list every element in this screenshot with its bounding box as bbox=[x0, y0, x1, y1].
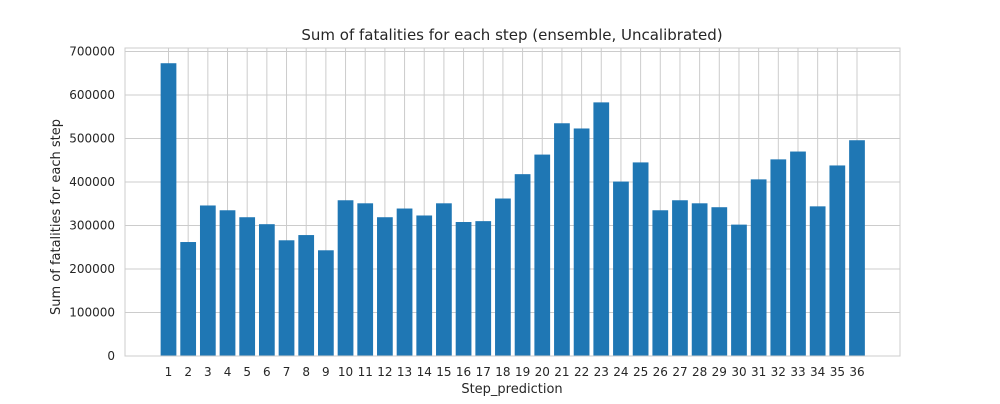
bar bbox=[219, 210, 236, 356]
bar bbox=[495, 198, 511, 356]
x-tick-label: 17 bbox=[476, 365, 491, 379]
bar bbox=[770, 159, 787, 356]
x-tick-labels: 1 2 3 4 5 6 7 8 9 10 11 12 13 14 15 16 17 18 19 20 21 22 23 24 2… bbox=[165, 365, 865, 379]
y-tick-label: 600000 bbox=[69, 88, 115, 102]
x-tick-label: 32 bbox=[771, 365, 786, 379]
x-tick-label: 35 bbox=[830, 365, 845, 379]
bar bbox=[672, 200, 688, 356]
bar bbox=[357, 203, 374, 356]
y-tick-label: 700000 bbox=[69, 44, 115, 58]
x-tick-label: 5 bbox=[243, 365, 251, 379]
x-tick-label: 14 bbox=[417, 365, 432, 379]
plot-frame bbox=[124, 47, 901, 357]
x-tick-label: 6 bbox=[263, 365, 271, 379]
x-axis-label: Step_prediction bbox=[461, 382, 562, 397]
bar bbox=[180, 242, 197, 356]
x-tick-label: 15 bbox=[436, 365, 451, 379]
x-tick-label: 7 bbox=[283, 365, 291, 379]
bar bbox=[318, 250, 334, 356]
bar bbox=[534, 154, 551, 356]
bar bbox=[573, 128, 590, 356]
bar bbox=[849, 140, 865, 356]
y-tick-label: 200000 bbox=[69, 262, 115, 276]
bar bbox=[278, 240, 295, 356]
x-tick-label: 9 bbox=[322, 365, 330, 379]
x-tick-label: 12 bbox=[377, 365, 392, 379]
x-tick-label: 22 bbox=[574, 365, 589, 379]
x-tick-label: 10 bbox=[338, 365, 353, 379]
x-tick-label: 13 bbox=[397, 365, 412, 379]
bar bbox=[711, 207, 728, 356]
y-tick-labels: 0 100000 200000 300000 400000 500000 600000 700… bbox=[69, 44, 115, 363]
x-tick-label: 21 bbox=[554, 365, 569, 379]
bar bbox=[731, 224, 747, 356]
x-tick-label: 33 bbox=[790, 365, 805, 379]
x-tick-label: 27 bbox=[672, 365, 687, 379]
x-tick-label: 11 bbox=[358, 365, 373, 379]
chart-title: Sum of fatalities for each step (ensembl… bbox=[301, 26, 722, 44]
y-axis-label: Sum of fatalities for each step bbox=[49, 119, 64, 315]
x-tick-label: 16 bbox=[456, 365, 471, 379]
bar bbox=[632, 162, 649, 356]
bar bbox=[593, 102, 610, 356]
x-tick-label: 28 bbox=[692, 365, 707, 379]
bar bbox=[455, 222, 472, 356]
bar bbox=[475, 221, 492, 356]
y-tick-label: 500000 bbox=[69, 131, 115, 145]
bar bbox=[652, 210, 669, 356]
bars bbox=[160, 63, 865, 357]
bar bbox=[396, 208, 413, 356]
x-tick-label: 8 bbox=[302, 365, 310, 379]
x-tick-label: 31 bbox=[751, 365, 766, 379]
x-tick-label: 18 bbox=[495, 365, 510, 379]
bar bbox=[554, 123, 570, 356]
x-tick-label: 2 bbox=[184, 365, 192, 379]
x-tick-label: 23 bbox=[594, 365, 609, 379]
x-tick-label: 26 bbox=[653, 365, 668, 379]
bar bbox=[750, 179, 767, 356]
y-tick-label: 100000 bbox=[69, 305, 115, 319]
bar bbox=[790, 151, 806, 356]
bar bbox=[514, 174, 531, 356]
bar bbox=[298, 235, 315, 356]
x-tick-label: 4 bbox=[224, 365, 232, 379]
bar bbox=[160, 63, 177, 357]
bar bbox=[199, 205, 216, 356]
y-tick-label: 400000 bbox=[69, 175, 115, 189]
x-tick-label: 29 bbox=[712, 365, 727, 379]
x-tick-label: 30 bbox=[731, 365, 746, 379]
y-tick-label: 0 bbox=[107, 349, 115, 363]
bar bbox=[239, 217, 256, 356]
bar bbox=[337, 200, 354, 356]
x-tick-label: 34 bbox=[810, 365, 825, 379]
x-tick-label: 1 bbox=[165, 365, 173, 379]
x-tick-label: 25 bbox=[633, 365, 648, 379]
bar bbox=[809, 206, 826, 356]
x-tick-label: 36 bbox=[849, 365, 864, 379]
bar bbox=[258, 224, 275, 356]
x-tick-label: 19 bbox=[515, 365, 530, 379]
bar bbox=[436, 203, 452, 356]
bar bbox=[377, 217, 393, 356]
bar bbox=[829, 165, 846, 356]
x-tick-label: 24 bbox=[613, 365, 628, 379]
bar bbox=[613, 181, 629, 356]
x-tick-label: 3 bbox=[204, 365, 212, 379]
x-tick-label: 20 bbox=[535, 365, 550, 379]
bar bbox=[416, 215, 433, 356]
bar bbox=[691, 203, 708, 356]
y-tick-label: 300000 bbox=[69, 218, 115, 232]
